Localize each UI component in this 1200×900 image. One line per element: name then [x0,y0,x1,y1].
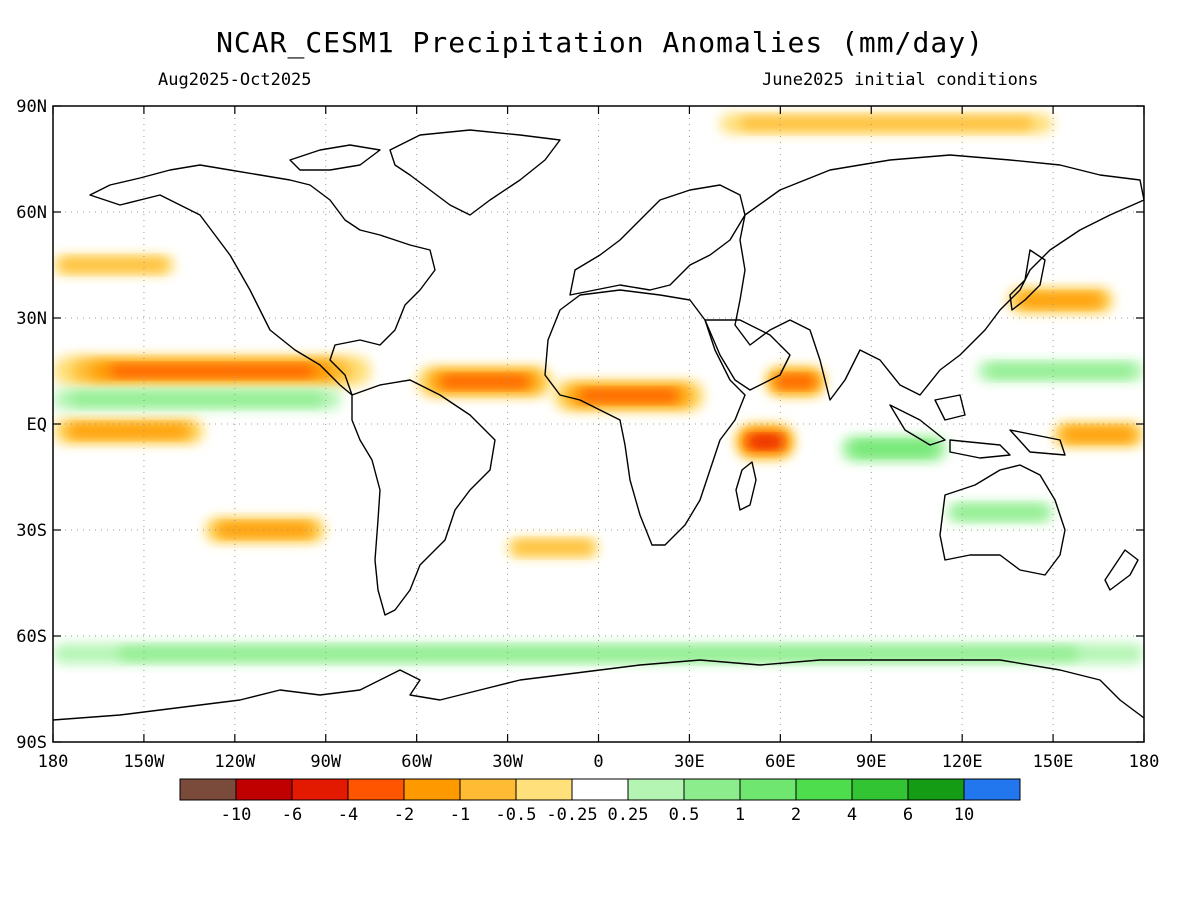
anomaly-australia [953,506,1047,519]
colorbar-label: 2 [791,805,801,825]
anomaly-north-pacific-subpolar [60,259,167,271]
valid-period: Aug2025-Oct2025 [158,70,312,90]
colorbar-swatch [627,778,685,801]
coast-arctic-islands [289,144,381,171]
colorbar-swatch [515,778,573,801]
colorbar-swatch [683,778,741,801]
anomaly-equatorial-pacific [71,425,187,437]
anomaly-northwest-pacific [1020,294,1101,306]
colorbar-swatch [851,778,909,801]
colorbar-label: 0.25 [608,805,649,825]
initial-conditions: June2025 initial conditions [762,70,1039,90]
coast-madagascar [735,461,757,511]
anomaly-southern-ocean-belt [118,647,1079,660]
lon-label: 120E [942,752,983,772]
colorbar-swatch [459,778,517,801]
colorbar-label: 10 [954,805,974,825]
coast-asia [734,154,1144,401]
lat-label: 30S [16,521,47,541]
axis-ticks [52,105,1145,743]
coast-europe [569,184,746,296]
colorbar-swatch [347,778,405,801]
lon-label: 90W [310,752,341,772]
map-title: NCAR_CESM1 Precipitation Anomalies (mm/d… [216,26,984,59]
anomaly-tropical-east-pacific-north [110,366,314,376]
coast-japan [1009,249,1046,311]
lon-label: 180 [1129,752,1160,772]
lon-label: 0 [593,752,603,772]
anomaly-arctic-fringe [739,117,1034,130]
anomaly-central-pacific-south [1063,429,1134,440]
anomaly-western-indian-ocean [749,436,781,447]
anomaly-south-pacific-diagonal [219,524,312,536]
lon-label: 60E [765,752,796,772]
colorbar-swatch [403,778,461,801]
graticule [53,106,1144,742]
coast-africa [544,289,746,546]
lon-label: 120W [214,752,256,772]
coast-south-america [351,379,496,616]
lat-label: 60S [16,627,47,647]
lon-label: 150E [1033,752,1074,772]
anomaly-arabian-sea [776,376,815,387]
coast-australia [939,464,1066,576]
lat-label: 60N [16,203,47,223]
anomaly-tropical-atlantic [441,376,529,387]
lon-label: 30E [674,752,705,772]
latitude-labels: 90N 60N 30N EQ 30S 60S 90S [16,97,47,753]
colorbar-label: 6 [903,805,913,825]
coast-north-america [89,164,436,396]
colorbar: -10 -6 -4 -2 -1 -0.5 -0.25 0.25 0.5 1 2 4 6 10 [179,778,1021,825]
colorbar-label: 4 [847,805,857,825]
lon-label: 180 [38,752,69,772]
colorbar-label: -10 [221,805,252,825]
lat-label: EQ [27,415,47,435]
colorbar-swatch [179,778,237,801]
colorbar-label: -2 [394,805,414,825]
colorbar-label: 1 [735,805,745,825]
coast-antarctica [53,659,1144,721]
colorbar-label: -6 [282,805,302,825]
colorbar-swatch [291,778,349,801]
anomaly-sahel-africa [580,390,678,401]
colorbar-swatch [571,778,629,801]
colorbar-label: -0.25 [546,805,597,825]
colorbar-label: -4 [338,805,358,825]
coast-indonesia [889,394,1066,459]
colorbar-swatch [795,778,853,801]
anomaly-eastern-indian-ocean [853,443,935,455]
lon-label: 30W [492,752,523,772]
colorbar-label: -0.5 [496,805,537,825]
coastlines [53,129,1144,721]
anomaly-west-pacific [987,365,1134,377]
longitude-labels: 180 150W 120W 90W 60W 30W 0 30E 60E 90E 120E 150E 18… [38,752,1160,772]
colorbar-swatch [739,778,797,801]
coast-new-zealand [1104,549,1139,591]
coast-arabia [704,319,791,391]
colorbar-swatch [963,778,1021,801]
lat-label: 90S [16,733,47,753]
lat-label: 90N [16,97,47,117]
anomaly-field [53,113,1144,664]
colorbar-label: -1 [450,805,470,825]
anomaly-itcz-pacific [70,393,324,406]
colorbar-swatch [907,778,965,801]
colorbar-label: 0.5 [669,805,700,825]
lon-label: 90E [856,752,887,772]
lat-label: 30N [16,309,47,329]
coast-greenland [389,129,561,216]
lon-label: 60W [401,752,432,772]
colorbar-swatch [235,778,293,801]
lon-label: 150W [123,752,165,772]
anomaly-south-atlantic [513,541,594,554]
